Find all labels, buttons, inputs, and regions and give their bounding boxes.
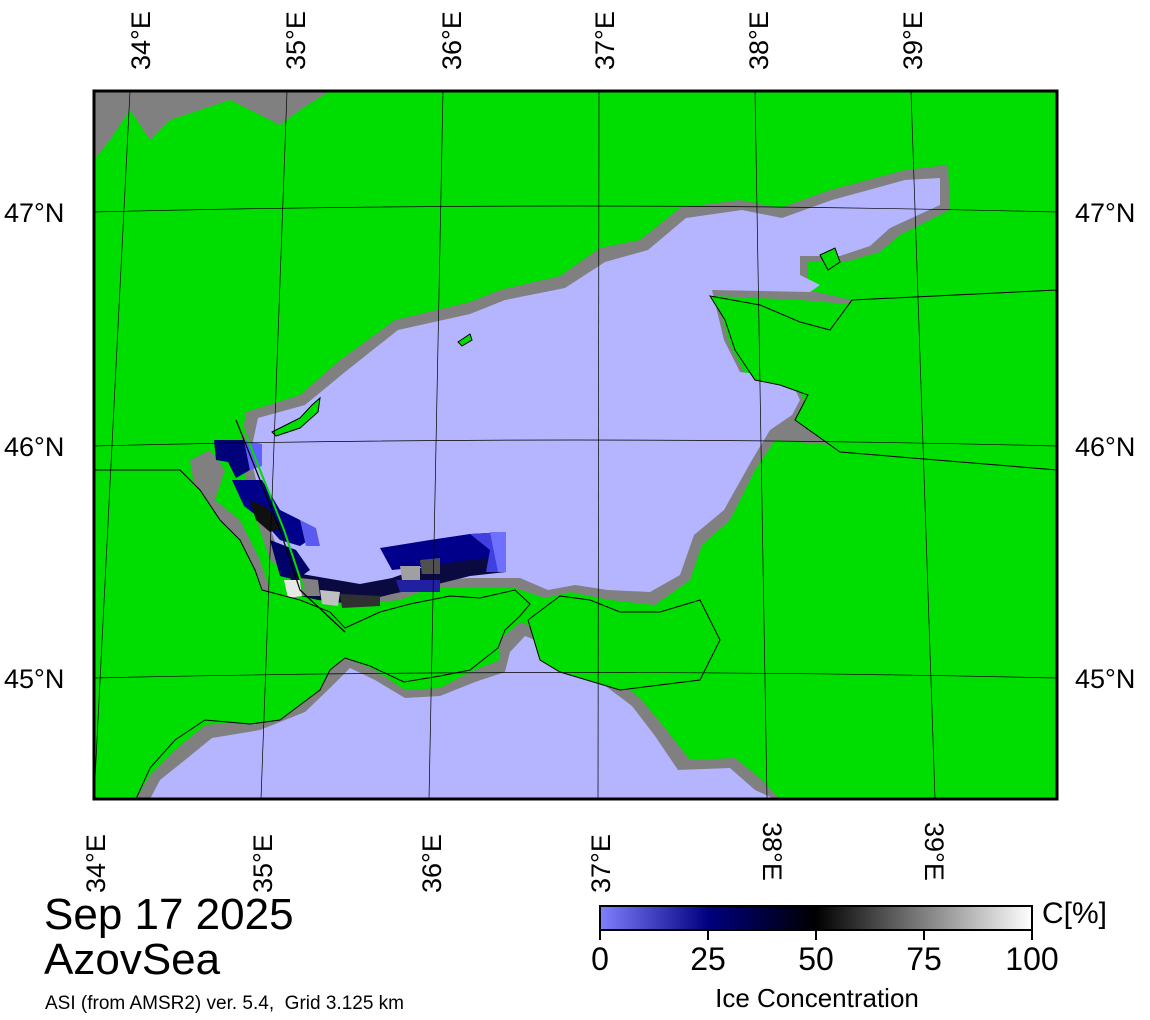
coastal-mask-north <box>94 91 330 160</box>
region-caption: AzovSea <box>44 935 221 984</box>
map-frame <box>92 89 1059 801</box>
colorbar-tick-label: 0 <box>591 941 609 977</box>
right-latitude-labels: 47°N 46°N 45°N <box>1075 198 1135 694</box>
date-caption: Sep 17 2025 <box>44 890 294 939</box>
right-lat-label: 47°N <box>1075 198 1135 228</box>
left-lat-label: 45°N <box>4 664 64 694</box>
colorbar-unit: C[%] <box>1042 897 1108 930</box>
azov-sea-water <box>250 178 940 596</box>
bottom-lon-label: 34°E <box>81 834 111 893</box>
left-latitude-labels: 47°N 46°N 45°N <box>4 198 64 694</box>
arabat-spit <box>235 419 346 633</box>
colorbar-tick-label: 75 <box>906 941 942 977</box>
bottom-lon-label: 38°E <box>757 822 787 881</box>
ice-concentration-field <box>214 440 506 608</box>
left-lat-label: 46°N <box>4 432 64 462</box>
left-lat-label: 47°N <box>4 198 64 228</box>
bottom-longitude-labels: 34°E 35°E 36°E 37°E 38°E 39°E <box>81 822 949 893</box>
arabat-spit-land <box>239 419 305 591</box>
top-lon-label: 39°E <box>898 11 928 70</box>
top-lon-label: 36°E <box>437 11 467 70</box>
bottom-lon-label: 37°E <box>586 834 616 893</box>
right-lat-label: 46°N <box>1075 432 1135 462</box>
top-lon-label: 35°E <box>281 11 311 70</box>
colorbar-tick-label: 25 <box>690 941 726 977</box>
colorbar-title: Ice Concentration <box>715 983 919 1013</box>
top-longitude-labels: 34°E 35°E 36°E 37°E 38°E 39°E <box>126 11 928 70</box>
source-caption: ASI (from AMSR2) ver. 5.4, Grid 3.125 km <box>45 993 405 1014</box>
map-area <box>94 91 1057 799</box>
colorbar <box>599 905 1033 940</box>
bottom-lon-label: 35°E <box>248 834 278 893</box>
graticule <box>94 91 1057 799</box>
colorbar-tick-label: 50 <box>798 941 834 977</box>
colorbar-tick-label: 100 <box>1005 941 1059 977</box>
black-sea-water <box>150 636 775 799</box>
coastline <box>94 247 1057 799</box>
top-lon-label: 34°E <box>126 11 156 70</box>
bottom-lon-label: 39°E <box>919 822 949 881</box>
top-lon-label: 37°E <box>590 11 620 70</box>
top-lon-label: 38°E <box>744 11 774 70</box>
right-lat-label: 45°N <box>1075 664 1135 694</box>
colorbar-gradient <box>599 905 1033 931</box>
bottom-lon-label: 36°E <box>417 834 447 893</box>
